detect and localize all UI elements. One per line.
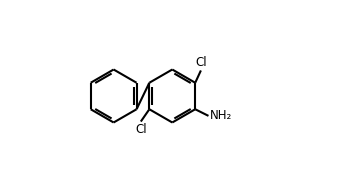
Text: Cl: Cl xyxy=(135,123,147,137)
Text: Cl: Cl xyxy=(195,55,207,69)
Text: NH₂: NH₂ xyxy=(209,109,232,122)
